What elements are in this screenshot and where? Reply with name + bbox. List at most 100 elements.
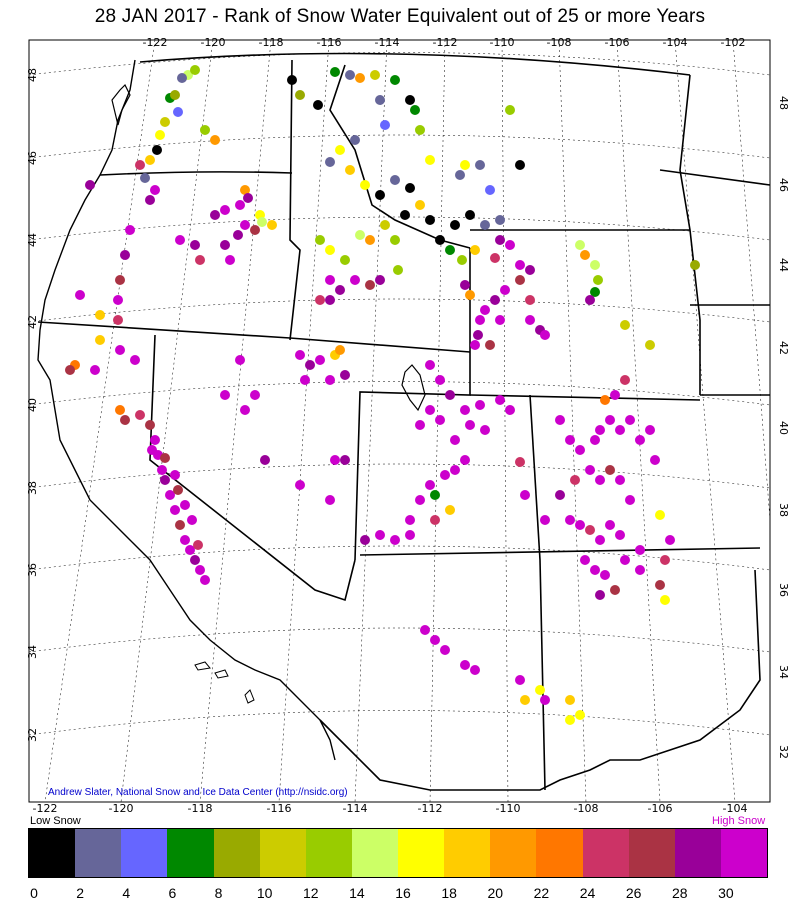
station-marker: [177, 73, 187, 83]
station-marker: [440, 645, 450, 655]
color-bar-segment: [75, 829, 122, 877]
left-lat-tick: 42: [26, 315, 39, 329]
station-marker: [620, 555, 630, 565]
station-marker: [160, 475, 170, 485]
station-marker: [430, 490, 440, 500]
station-marker: [475, 315, 485, 325]
station-marker: [575, 240, 585, 250]
station-marker: [505, 105, 515, 115]
station-marker: [220, 390, 230, 400]
station-marker: [435, 235, 445, 245]
station-marker: [425, 405, 435, 415]
station-marker: [120, 250, 130, 260]
station-marker: [305, 360, 315, 370]
station-marker: [405, 530, 415, 540]
station-marker: [225, 255, 235, 265]
station-marker: [287, 75, 297, 85]
bottom-lon-tick: -120: [109, 802, 134, 815]
station-marker: [380, 220, 390, 230]
color-bar-tick: 2: [76, 885, 85, 901]
station-marker: [505, 240, 515, 250]
station-marker: [615, 530, 625, 540]
station-marker: [645, 425, 655, 435]
station-marker: [375, 275, 385, 285]
left-lat-tick: 46: [26, 151, 39, 165]
station-marker: [500, 285, 510, 295]
color-bar-tick: 24: [579, 885, 596, 901]
station-marker: [233, 230, 243, 240]
color-bar-tick: 20: [487, 885, 504, 901]
station-marker: [505, 405, 515, 415]
station-marker: [375, 190, 385, 200]
station-marker: [390, 535, 400, 545]
right-latitude-ticks: 48 46 44 42 40 38 36 34 32: [777, 96, 790, 759]
station-marker: [120, 415, 130, 425]
map-title: 28 JAN 2017 - Rank of Snow Water Equival…: [94, 6, 706, 27]
color-bar-segment: [259, 829, 306, 877]
left-lat-tick: 48: [26, 68, 39, 82]
bottom-lon-tick: -118: [188, 802, 213, 815]
station-marker: [260, 455, 270, 465]
color-bar-segment: [674, 829, 721, 877]
station-marker: [180, 500, 190, 510]
station-marker: [170, 90, 180, 100]
station-marker: [75, 290, 85, 300]
station-marker: [190, 555, 200, 565]
color-bar-tick: 28: [671, 885, 688, 901]
station-marker: [140, 173, 150, 183]
station-marker: [145, 155, 155, 165]
station-marker: [665, 535, 675, 545]
station-marker: [235, 200, 245, 210]
top-lon-tick: -102: [721, 36, 746, 49]
station-marker: [325, 375, 335, 385]
station-marker: [325, 275, 335, 285]
station-marker: [420, 625, 430, 635]
right-lat-tick: 42: [777, 341, 790, 355]
station-marker: [393, 265, 403, 275]
color-bar-tick: 6: [168, 885, 177, 901]
color-bar-segment: [167, 829, 214, 877]
color-bar-tick: 18: [441, 885, 457, 901]
station-marker: [690, 260, 700, 270]
station-marker: [410, 105, 420, 115]
station-marker: [430, 515, 440, 525]
station-marker: [150, 435, 160, 445]
station-marker: [185, 545, 195, 555]
station-marker: [335, 285, 345, 295]
color-bar-segment: [213, 829, 260, 877]
station-marker: [605, 465, 615, 475]
state-boundaries: [37, 52, 771, 791]
station-marker: [455, 170, 465, 180]
station-marker: [470, 245, 480, 255]
station-marker: [187, 515, 197, 525]
station-marker: [555, 490, 565, 500]
right-lat-tick: 38: [777, 503, 790, 517]
station-marker: [257, 217, 267, 227]
station-marker: [450, 220, 460, 230]
station-marker: [565, 435, 575, 445]
top-lon-tick: -112: [433, 36, 458, 49]
station-marker: [440, 470, 450, 480]
channel-islands: [194, 661, 255, 704]
station-marker: [235, 355, 245, 365]
left-lat-tick: 36: [26, 563, 39, 577]
bottom-lon-tick: -122: [33, 802, 58, 815]
right-lat-tick: 36: [777, 583, 790, 597]
station-marker: [145, 420, 155, 430]
station-marker: [325, 495, 335, 505]
top-lon-tick: -118: [259, 36, 284, 49]
station-marker: [330, 455, 340, 465]
station-marker: [240, 185, 250, 195]
station-marker: [200, 575, 210, 585]
color-bar-segment: [490, 829, 537, 877]
station-marker: [495, 315, 505, 325]
station-marker: [365, 235, 375, 245]
station-marker: [445, 505, 455, 515]
color-bar-segment: [398, 829, 445, 877]
station-marker: [135, 160, 145, 170]
top-lon-tick: -108: [547, 36, 572, 49]
right-lat-tick: 34: [777, 665, 790, 679]
map-frame: [28, 39, 771, 803]
color-bar-segment: [121, 829, 168, 877]
left-lat-tick: 38: [26, 481, 39, 495]
